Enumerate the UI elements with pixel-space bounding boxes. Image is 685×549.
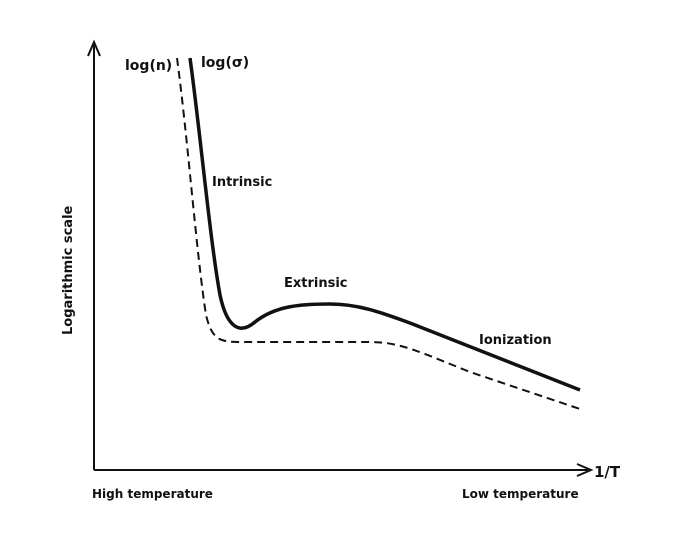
log-n-label: log(n) <box>125 58 172 74</box>
y-axis-label: Logarithmic scale <box>61 205 76 335</box>
log-sigma-label: log(σ) <box>201 55 249 71</box>
x-axis-label: 1/T <box>594 463 621 481</box>
extrinsic-label: Extrinsic <box>284 276 348 291</box>
carrier-concentration-curve <box>176 57 581 410</box>
intrinsic-label: Intrinsic <box>212 175 272 190</box>
y-axis-arrowhead <box>87 39 101 57</box>
conductivity-curve <box>188 57 581 392</box>
high-temperature-label: High temperature <box>92 487 213 501</box>
x-axis <box>94 463 594 477</box>
low-temperature-label: Low temperature <box>462 487 579 501</box>
x-axis-arrowhead <box>576 463 594 477</box>
ionization-label: Ionization <box>479 333 552 348</box>
y-axis <box>87 39 101 470</box>
